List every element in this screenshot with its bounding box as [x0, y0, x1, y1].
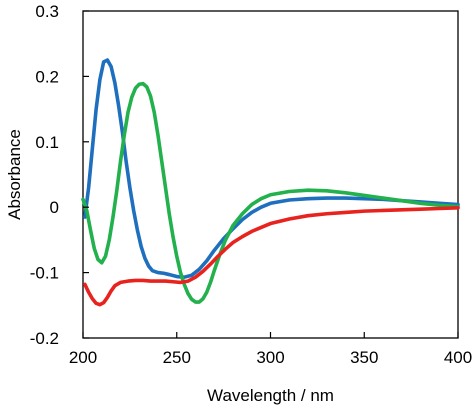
- y-tick-label: 0.1: [35, 133, 59, 152]
- y-tick-label: -0.2: [30, 329, 59, 348]
- series-line-1: [83, 58, 460, 279]
- plot-border: [82, 10, 459, 339]
- series-layer: [81, 58, 460, 307]
- x-axis-label: Wavelength / nm: [207, 386, 334, 405]
- x-tick-label: 200: [69, 348, 97, 367]
- series-line-3: [83, 206, 460, 307]
- x-tick-label: 400: [444, 348, 472, 367]
- x-tick-label: 250: [163, 348, 191, 367]
- y-tick-label: 0: [50, 198, 59, 217]
- plot-area: [82, 10, 459, 339]
- y-tick-label: 0.3: [35, 2, 59, 21]
- x-tick-label: 350: [350, 348, 378, 367]
- y-tick-label: -0.1: [30, 264, 59, 283]
- tick-layer: 200 250 300 350 400 -0.2 -0.1 0 0.1 0.2 0.3: [30, 2, 472, 367]
- y-tick-label: 0.2: [35, 67, 59, 86]
- x-tick-label: 300: [256, 348, 284, 367]
- series-line-2: [81, 81, 460, 304]
- y-axis-label: Absorbance: [5, 129, 24, 220]
